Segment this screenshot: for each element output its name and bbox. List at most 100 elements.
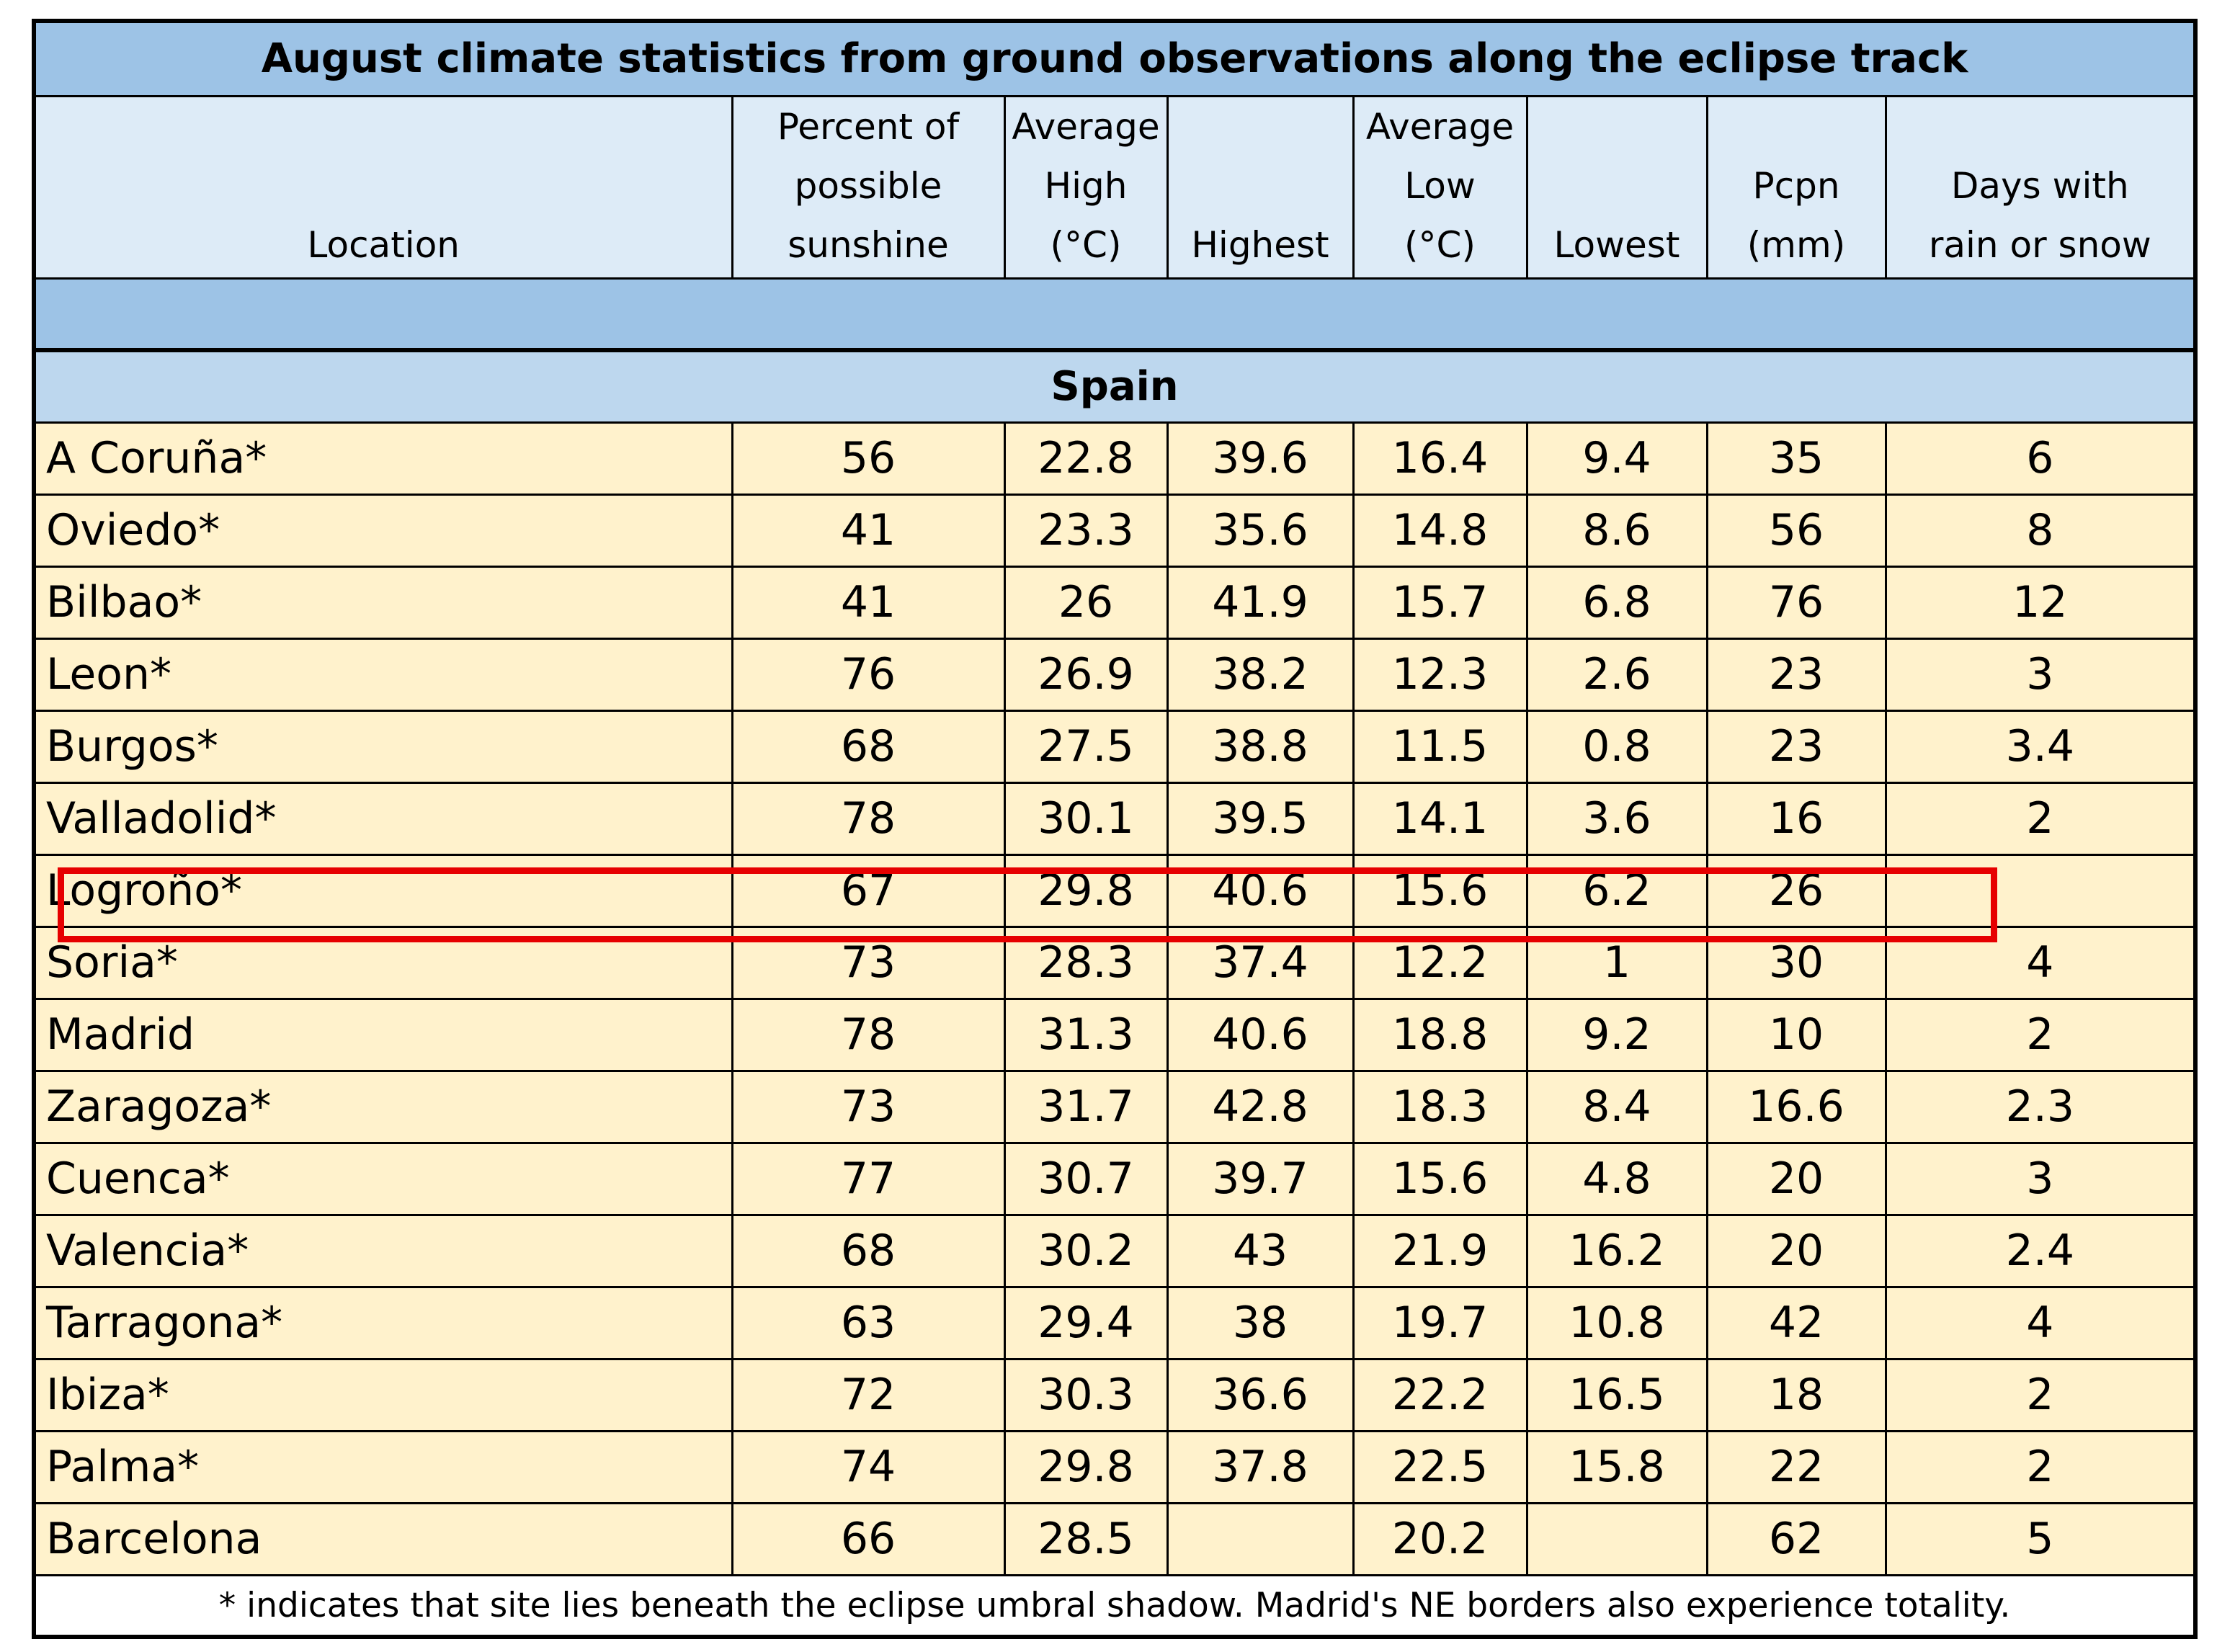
value-cell xyxy=(1884,853,2198,928)
location-cell: Bilbao* xyxy=(32,565,733,640)
table-row: Logroño* 67 29.8 40.6 15.6 6.2 26 xyxy=(32,853,2198,928)
value-cell: 30.2 xyxy=(1003,1213,1169,1288)
value-cell: 18 xyxy=(1705,1357,1887,1432)
location-cell: Leon* xyxy=(32,637,733,712)
value-cell: 14.1 xyxy=(1352,781,1528,856)
value-cell: 43 xyxy=(1166,1213,1355,1288)
value-cell: 16 xyxy=(1705,781,1887,856)
blue-band-row xyxy=(31,277,2198,352)
table-row: Palma* 74 29.8 37.8 22.5 15.8 22 2 xyxy=(32,1429,2198,1504)
table-body: August climate statistics from ground ob… xyxy=(31,19,2198,1639)
value-cell: 27.5 xyxy=(1003,709,1169,784)
value-cell: 8 xyxy=(1884,493,2198,568)
value-cell: 12.2 xyxy=(1352,925,1528,1000)
value-cell: 42.8 xyxy=(1166,1069,1355,1144)
value-cell: 22 xyxy=(1705,1429,1887,1504)
value-cell: 26 xyxy=(1003,565,1169,640)
column-header-line: Low xyxy=(1404,164,1476,207)
value-cell: 9.2 xyxy=(1525,997,1708,1072)
value-cell: 2.6 xyxy=(1525,637,1708,712)
column-header-line: rain or snow xyxy=(1928,223,2151,266)
value-cell: 30.7 xyxy=(1003,1141,1169,1216)
table-row: Valencia* 68 30.2 43 21.9 16.2 20 2.4 xyxy=(32,1213,2198,1288)
table-row: Valladolid* 78 30.1 39.5 14.1 3.6 16 2 xyxy=(32,781,2198,856)
value-cell: 31.7 xyxy=(1003,1069,1169,1144)
value-cell: 39.7 xyxy=(1166,1141,1355,1216)
column-header-line: Average xyxy=(1012,105,1160,148)
value-cell: 76 xyxy=(1705,565,1887,640)
value-cell: 39.5 xyxy=(1166,781,1355,856)
value-cell: 15.6 xyxy=(1352,1141,1528,1216)
column-header-7: Days with rain or snow xyxy=(1884,94,2198,280)
location-cell: Tarragona* xyxy=(32,1285,733,1360)
value-cell: 16.4 xyxy=(1352,421,1528,496)
table-row: Soria* 73 28.3 37.4 12.2 1 30 4 xyxy=(32,925,2198,1000)
location-cell: Valladolid* xyxy=(32,781,733,856)
value-cell: 0.8 xyxy=(1525,709,1708,784)
column-header-line: (°C) xyxy=(1404,223,1476,266)
value-cell: 2.4 xyxy=(1884,1213,2198,1288)
value-cell: 78 xyxy=(731,781,1006,856)
column-header-line: sunshine xyxy=(788,223,949,266)
value-cell: 8.6 xyxy=(1525,493,1708,568)
value-cell: 39.6 xyxy=(1166,421,1355,496)
title-row: August climate statistics from ground ob… xyxy=(31,19,2198,97)
location-cell: Zaragoza* xyxy=(32,1069,733,1144)
value-cell: 38 xyxy=(1166,1285,1355,1360)
value-cell: 14.8 xyxy=(1352,493,1528,568)
value-cell: 41 xyxy=(731,565,1006,640)
value-cell: 22.8 xyxy=(1003,421,1169,496)
value-cell: 35 xyxy=(1705,421,1887,496)
value-cell: 3.6 xyxy=(1525,781,1708,856)
column-header-2: Average High (°C) xyxy=(1003,94,1169,280)
value-cell xyxy=(1525,1501,1708,1576)
table-row: Tarragona* 63 29.4 38 19.7 10.8 42 4 xyxy=(32,1285,2198,1360)
value-cell: 74 xyxy=(731,1429,1006,1504)
column-header-0: Location xyxy=(32,94,733,280)
location-cell: Ibiza* xyxy=(32,1357,733,1432)
value-cell: 3.4 xyxy=(1884,709,2198,784)
value-cell: 2 xyxy=(1884,1429,2198,1504)
value-cell: 26 xyxy=(1705,853,1887,928)
value-cell: 1 xyxy=(1525,925,1708,1000)
value-cell: 12 xyxy=(1884,565,2198,640)
column-header-line: Highest xyxy=(1191,223,1329,266)
value-cell: 78 xyxy=(731,997,1006,1072)
value-cell: 16.5 xyxy=(1525,1357,1708,1432)
value-cell: 2 xyxy=(1884,1357,2198,1432)
value-cell: 10.8 xyxy=(1525,1285,1708,1360)
value-cell: 30.1 xyxy=(1003,781,1169,856)
value-cell: 41.9 xyxy=(1166,565,1355,640)
table-row: Madrid 78 31.3 40.6 18.8 9.2 10 2 xyxy=(32,997,2198,1072)
value-cell: 56 xyxy=(1705,493,1887,568)
value-cell: 22.5 xyxy=(1352,1429,1528,1504)
column-header-3: Highest xyxy=(1166,94,1355,280)
value-cell: 40.6 xyxy=(1166,853,1355,928)
value-cell: 77 xyxy=(731,1141,1006,1216)
value-cell: 42 xyxy=(1705,1285,1887,1360)
value-cell: 30.3 xyxy=(1003,1357,1169,1432)
value-cell: 28.3 xyxy=(1003,925,1169,1000)
location-cell: Cuenca* xyxy=(32,1141,733,1216)
value-cell: 76 xyxy=(731,637,1006,712)
value-cell: 3 xyxy=(1884,1141,2198,1216)
value-cell: 9.4 xyxy=(1525,421,1708,496)
table-row: Zaragoza* 73 31.7 42.8 18.3 8.4 16.6 2.3 xyxy=(32,1069,2198,1144)
value-cell: 2.3 xyxy=(1884,1069,2198,1144)
table-row: Barcelona 66 28.5 20.2 62 5 xyxy=(32,1501,2198,1576)
column-header-1: Percent of possible sunshine xyxy=(731,94,1006,280)
value-cell: 6.2 xyxy=(1525,853,1708,928)
value-cell: 20.2 xyxy=(1352,1501,1528,1576)
value-cell: 20 xyxy=(1705,1213,1887,1288)
header-row: Location Percent of possible sunshine Averag… xyxy=(32,94,2198,280)
value-cell: 19.7 xyxy=(1352,1285,1528,1360)
column-header-line: Days with xyxy=(1950,164,2129,207)
value-cell: 37.4 xyxy=(1166,925,1355,1000)
value-cell: 6.8 xyxy=(1525,565,1708,640)
location-cell: A Coruña* xyxy=(32,421,733,496)
column-header-line: Location xyxy=(307,223,460,266)
column-header-line: (mm) xyxy=(1747,223,1846,266)
table-row: Ibiza* 72 30.3 36.6 22.2 16.5 18 2 xyxy=(32,1357,2198,1432)
value-cell: 2 xyxy=(1884,997,2198,1072)
footnote: * indicates that site lies beneath the e… xyxy=(31,1573,2198,1639)
